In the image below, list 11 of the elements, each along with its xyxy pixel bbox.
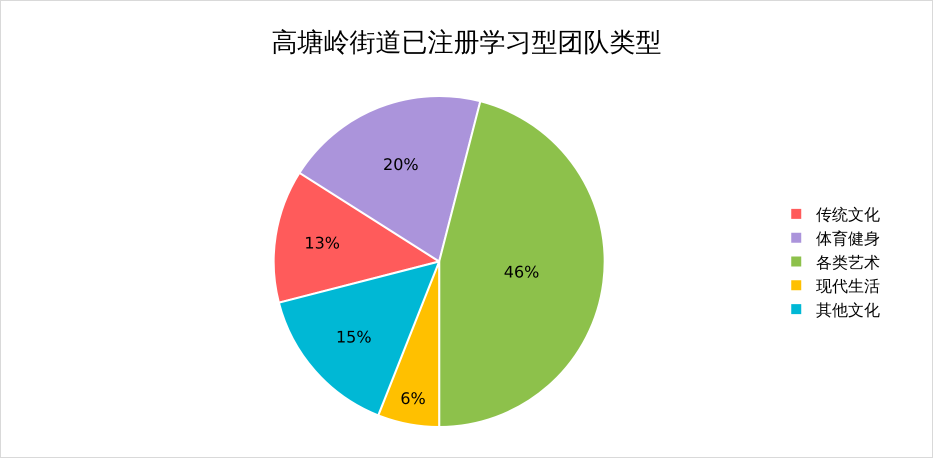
legend-label: 各类艺术 bbox=[816, 252, 880, 272]
legend-label: 其他文化 bbox=[816, 300, 880, 320]
data-label: 20% bbox=[383, 155, 419, 174]
data-label: 13% bbox=[304, 233, 340, 252]
data-label: 6% bbox=[400, 388, 426, 408]
chart-title: 高塘岭街道已注册学习型团队类型 bbox=[272, 28, 662, 58]
data-label: 15% bbox=[336, 327, 372, 346]
legend-label: 现代生活 bbox=[816, 276, 880, 296]
data-label: 46% bbox=[504, 262, 540, 282]
legend-label: 传统文化 bbox=[816, 205, 880, 224]
legend-label: 体育健身 bbox=[816, 228, 880, 248]
